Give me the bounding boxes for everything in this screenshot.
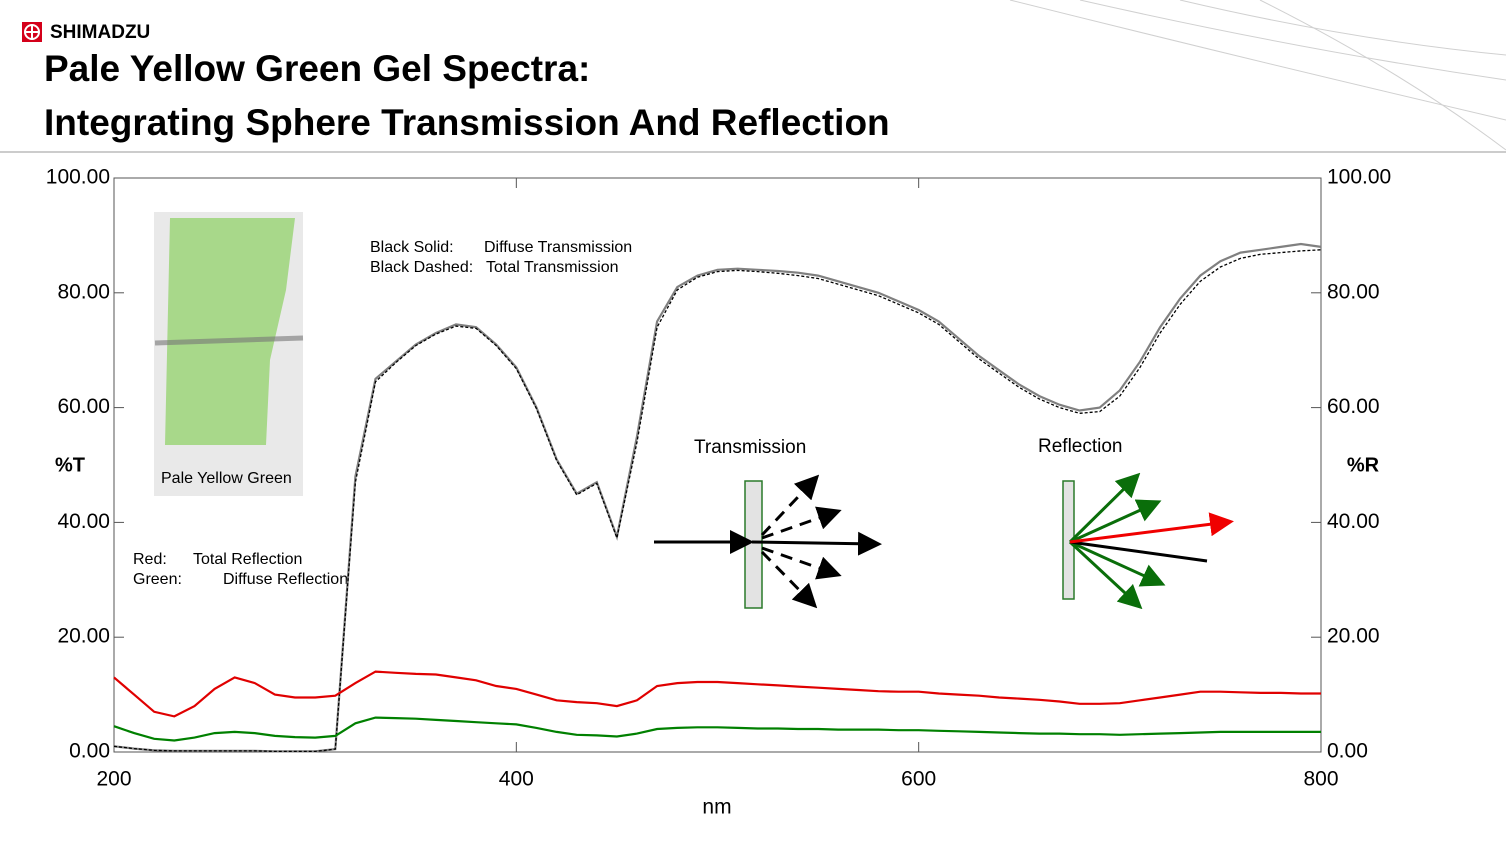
series-line	[113, 249, 1322, 753]
y-tick-label: 20.00	[57, 625, 110, 648]
x-tick-label: 400	[499, 768, 534, 791]
y-tick-label: 40.00	[57, 510, 110, 533]
plot-frame	[113, 177, 1322, 753]
title-line: Pale Yellow Green Gel Spectra:	[44, 48, 590, 89]
key-label: Green:	[133, 571, 182, 588]
background-curves	[1009, 0, 1506, 151]
y-tick-label: 60.00	[57, 395, 110, 418]
y2-tick-label: 20.00	[1327, 625, 1380, 648]
photo: Pale Yellow Green	[154, 212, 304, 496]
y2-tick-label: 80.00	[1327, 280, 1380, 303]
reflection-diagram: Reflection	[1038, 436, 1234, 610]
y-axis-label: %T	[55, 454, 85, 476]
diagram-label: Reflection	[1038, 436, 1123, 457]
y-tick-label: 0.00	[69, 740, 110, 763]
x-tick-label: 600	[901, 768, 936, 791]
key-series: Total Transmission	[486, 259, 619, 276]
key-series: Diffuse Transmission	[484, 239, 632, 256]
title-line: Integrating Sphere Transmission And Refl…	[44, 102, 890, 143]
key-label: Black Dashed:	[370, 259, 473, 276]
diagram-label: Transmission	[694, 437, 806, 458]
x-axis-label: nm	[702, 796, 731, 819]
y2-tick-label: 100.00	[1327, 166, 1391, 189]
transmission-diagram: Transmission	[654, 437, 882, 609]
y2-tick-label: 40.00	[1327, 510, 1380, 533]
logo: SHIMADZU	[22, 22, 150, 43]
x-tick-label: 200	[96, 768, 131, 791]
series-line	[113, 716, 1321, 742]
x-tick-label: 800	[1303, 768, 1338, 791]
y-tick-label: 80.00	[57, 280, 110, 303]
y2-axis-label: %R	[1347, 454, 1380, 476]
key-label: Black Solid:	[370, 239, 454, 256]
photo-label: Pale Yellow Green	[161, 470, 292, 487]
key-series: Total Reflection	[193, 551, 302, 568]
y2-tick-label: 60.00	[1327, 395, 1380, 418]
brand: SHIMADZU	[50, 22, 150, 43]
y-tick-label: 100.00	[46, 166, 110, 189]
y2-tick-label: 0.00	[1327, 740, 1368, 763]
series-line	[113, 670, 1321, 718]
key-label: Red:	[133, 551, 167, 568]
key-series: Diffuse Reflection	[223, 571, 348, 588]
